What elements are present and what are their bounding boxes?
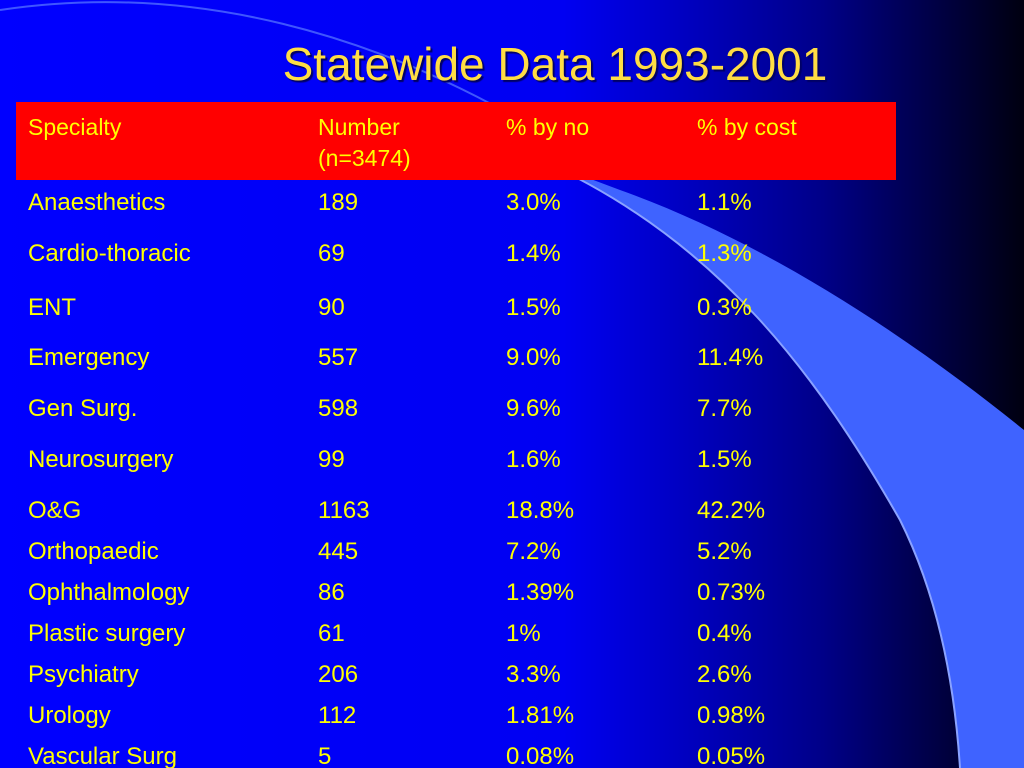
cell-pct-by-cost: 42.2% <box>697 497 766 524</box>
table-row: Gen Surg. 598 9.6% 7.7% <box>0 394 900 426</box>
cell-specialty: Psychiatry <box>28 661 139 688</box>
table-row: Plastic surgery 61 1% 0.4% <box>0 619 900 651</box>
table-row: Psychiatry 206 3.3% 2.6% <box>0 660 900 692</box>
cell-pct-by-cost: 1.3% <box>697 240 752 267</box>
cell-pct-by-no: 3.0% <box>506 189 561 216</box>
cell-pct-by-cost: 0.3% <box>697 294 752 321</box>
cell-pct-by-cost: 1.5% <box>697 446 752 473</box>
cell-specialty: Orthopaedic <box>28 538 159 565</box>
cell-specialty: ENT <box>28 294 76 321</box>
cell-specialty: Vascular Surg <box>28 743 177 768</box>
table-header: Specialty Number (n=3474) % by no % by c… <box>16 102 896 180</box>
cell-pct-by-no: 18.8% <box>506 497 575 524</box>
cell-pct-by-cost: 0.73% <box>697 579 766 606</box>
table-row: Neurosurgery 99 1.6% 1.5% <box>0 445 900 477</box>
header-number: Number (n=3474) <box>318 114 411 171</box>
cell-number: 598 <box>318 395 359 422</box>
cell-pct-by-no: 1% <box>506 620 541 647</box>
cell-pct-by-cost: 5.2% <box>697 538 752 565</box>
cell-specialty: Gen Surg. <box>28 395 138 422</box>
cell-specialty: Neurosurgery <box>28 446 174 473</box>
cell-number: 112 <box>318 702 357 729</box>
cell-pct-by-cost: 0.05% <box>697 743 766 768</box>
cell-pct-by-no: 1.4% <box>506 240 561 267</box>
table-row: ENT 90 1.5% 0.3% <box>0 293 900 325</box>
table-row: Cardio-thoracic 69 1.4% 1.3% <box>0 239 900 271</box>
cell-pct-by-no: 7.2% <box>506 538 561 565</box>
cell-number: 86 <box>318 579 345 606</box>
cell-number: 445 <box>318 538 359 565</box>
header-specialty: Specialty <box>28 114 122 140</box>
slide-title: Statewide Data 1993-2001 <box>282 38 828 90</box>
cell-pct-by-no: 1.39% <box>506 579 575 606</box>
cell-specialty: Cardio-thoracic <box>28 240 191 267</box>
table-row: Emergency 557 9.0% 11.4% <box>0 343 900 375</box>
cell-pct-by-no: 9.0% <box>506 344 561 371</box>
cell-pct-by-no: 0.08% <box>506 743 575 768</box>
cell-pct-by-cost: 0.4% <box>697 620 752 647</box>
cell-specialty: Anaesthetics <box>28 189 166 216</box>
cell-pct-by-cost: 7.7% <box>697 395 752 422</box>
cell-number: 90 <box>318 294 345 321</box>
cell-pct-by-no: 1.81% <box>506 702 575 729</box>
cell-specialty: Urology <box>28 702 111 729</box>
table-row: Urology 112 1.81% 0.98% <box>0 701 900 733</box>
table-row: O&G 1163 18.8% 42.2% <box>0 496 900 528</box>
cell-number: 5 <box>318 743 332 768</box>
cell-specialty: Ophthalmology <box>28 579 190 606</box>
header-pct-by-cost: % by cost <box>697 114 797 140</box>
cell-pct-by-cost: 2.6% <box>697 661 752 688</box>
cell-pct-by-cost: 11.4% <box>697 344 764 371</box>
cell-pct-by-cost: 1.1% <box>697 189 752 216</box>
cell-pct-by-no: 1.5% <box>506 294 561 321</box>
cell-pct-by-cost: 0.98% <box>697 702 766 729</box>
cell-number: 189 <box>318 189 359 216</box>
cell-number: 69 <box>318 240 345 267</box>
cell-number: 557 <box>318 344 359 371</box>
cell-pct-by-no: 1.6% <box>506 446 561 473</box>
header-pct-by-no: % by no <box>506 114 590 140</box>
cell-pct-by-no: 3.3% <box>506 661 561 688</box>
cell-number: 206 <box>318 661 359 688</box>
cell-number: 99 <box>318 446 345 473</box>
cell-specialty: O&G <box>28 497 82 524</box>
cell-specialty: Emergency <box>28 344 150 371</box>
table-row: Anaesthetics 189 3.0% 1.1% <box>0 188 900 220</box>
cell-number: 1163 <box>318 497 370 524</box>
cell-pct-by-no: 9.6% <box>506 395 561 422</box>
cell-number: 61 <box>318 620 345 647</box>
table-row: Orthopaedic 445 7.2% 5.2% <box>0 537 900 569</box>
table-row: Ophthalmology 86 1.39% 0.73% <box>0 578 900 610</box>
table-row: Vascular Surg 5 0.08% 0.05% <box>0 742 900 768</box>
cell-specialty: Plastic surgery <box>28 620 186 647</box>
